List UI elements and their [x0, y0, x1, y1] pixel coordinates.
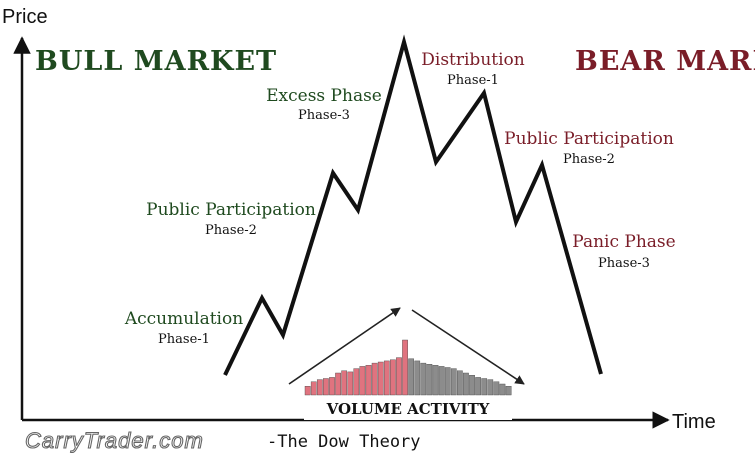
volume-bar — [469, 375, 475, 396]
bear-market-title: BEAR MARKET — [575, 46, 755, 77]
panic-phase-sub: Phase-3 — [598, 256, 650, 271]
volume-bar — [432, 365, 439, 396]
carrytrader-logo: CarryTrader.com — [25, 428, 204, 453]
distribution-sub: Phase-1 — [447, 73, 499, 88]
volume-bar — [396, 357, 402, 396]
volume-bar — [371, 362, 378, 396]
volume-label-bg — [304, 396, 512, 420]
volume-bar — [316, 379, 323, 396]
excess-phase-sub: Phase-3 — [298, 108, 350, 123]
volume-activity-panel: VOLUME ACTIVITY — [288, 307, 525, 420]
volume-bar — [341, 370, 348, 396]
volume-bar — [487, 379, 494, 396]
volume-bar — [408, 358, 414, 396]
bull-market-title: BULL MARKET — [35, 46, 277, 77]
volume-bar — [402, 339, 408, 396]
volume-bar — [426, 364, 433, 396]
volume-fall-arrow — [411, 309, 525, 385]
price-path — [223, 34, 603, 376]
volume-bar — [499, 383, 506, 396]
distribution-label: Distribution — [421, 50, 525, 70]
volume-bar — [450, 368, 457, 396]
volume-bar — [505, 386, 512, 396]
public-participation-bear-sub: Phase-2 — [563, 152, 615, 167]
volume-bar — [444, 367, 451, 396]
volume-bar — [414, 360, 421, 396]
volume-bar — [463, 372, 469, 396]
x-axis-label: Time — [672, 411, 716, 433]
volume-bar — [383, 360, 390, 396]
volume-bar — [329, 377, 335, 396]
volume-bar — [365, 365, 372, 396]
volume-bar — [310, 381, 317, 396]
volume-bar — [481, 378, 488, 396]
volume-bar — [420, 362, 427, 396]
volume-bar — [493, 381, 500, 396]
volume-activity-label: VOLUME ACTIVITY — [326, 400, 490, 418]
accumulation-sub: Phase-1 — [158, 332, 210, 347]
volume-bar — [323, 378, 329, 396]
volume-bar — [438, 366, 445, 396]
volume-bar — [457, 370, 463, 396]
public-participation-bull-label: Public Participation — [146, 200, 316, 220]
volume-bar — [377, 361, 384, 396]
volume-bar — [359, 366, 366, 396]
public-participation-bear-label: Public Participation — [504, 129, 674, 149]
volume-bars — [304, 339, 512, 396]
volume-bar — [390, 359, 396, 396]
volume-bar — [475, 377, 481, 396]
public-participation-bull-sub: Phase-2 — [205, 223, 257, 238]
y-axis-label: Price — [2, 6, 48, 28]
volume-bar — [335, 372, 341, 396]
excess-phase-label: Excess Phase — [266, 86, 382, 106]
accumulation-label: Accumulation — [124, 309, 243, 329]
volume-rise-arrow — [288, 307, 401, 385]
volume-bar — [347, 371, 354, 396]
volume-bar — [353, 368, 360, 396]
panic-phase-label: Panic Phase — [572, 232, 675, 252]
volume-bar — [304, 386, 311, 396]
dow-theory-caption: -The Dow Theory — [267, 432, 421, 452]
